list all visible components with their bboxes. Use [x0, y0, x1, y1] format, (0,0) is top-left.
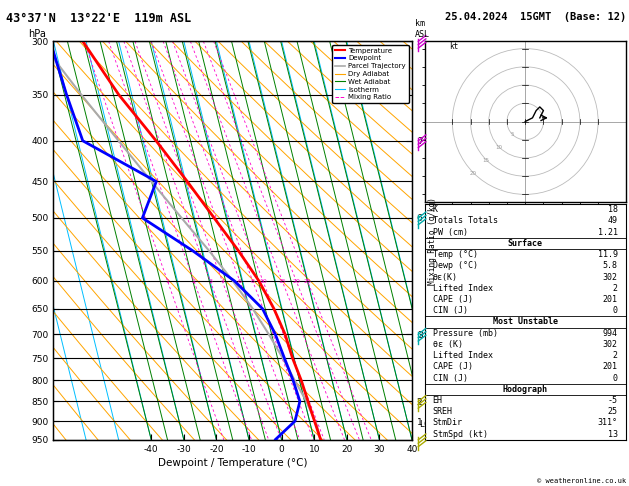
Text: StmSpd (kt): StmSpd (kt): [433, 430, 487, 439]
Text: Surface: Surface: [508, 239, 543, 248]
Text: 20: 20: [469, 172, 476, 176]
Text: 13: 13: [608, 430, 618, 439]
Text: 5: 5: [510, 132, 514, 137]
X-axis label: Dewpoint / Temperature (°C): Dewpoint / Temperature (°C): [158, 458, 308, 468]
Text: StmDir: StmDir: [433, 418, 462, 428]
Text: Dewp (°C): Dewp (°C): [433, 261, 477, 270]
Text: 49: 49: [608, 216, 618, 226]
Text: Lifted Index: Lifted Index: [433, 284, 493, 293]
Text: θε(K): θε(K): [433, 273, 458, 281]
Text: 2: 2: [613, 284, 618, 293]
Text: 5.8: 5.8: [603, 261, 618, 270]
Text: 0: 0: [613, 306, 618, 315]
Text: 994: 994: [603, 329, 618, 338]
Text: 1: 1: [165, 279, 169, 284]
Text: 18: 18: [608, 205, 618, 214]
Text: Mixing Ratio (g/kg): Mixing Ratio (g/kg): [428, 197, 437, 284]
Text: EH: EH: [433, 396, 443, 405]
Text: 43°37'N  13°22'E  119m ASL: 43°37'N 13°22'E 119m ASL: [6, 12, 192, 25]
Text: CAPE (J): CAPE (J): [433, 363, 472, 371]
Text: 201: 201: [603, 363, 618, 371]
Text: 302: 302: [603, 340, 618, 349]
Text: Totals Totals: Totals Totals: [433, 216, 498, 226]
Text: Hodograph: Hodograph: [503, 385, 548, 394]
Text: 20: 20: [292, 279, 300, 284]
Text: 25.04.2024  15GMT  (Base: 12): 25.04.2024 15GMT (Base: 12): [445, 12, 626, 22]
Text: km
ASL: km ASL: [415, 19, 430, 39]
Text: 2: 2: [613, 351, 618, 360]
Text: © weatheronline.co.uk: © weatheronline.co.uk: [537, 478, 626, 484]
Text: 201: 201: [603, 295, 618, 304]
Text: CIN (J): CIN (J): [433, 306, 467, 315]
Text: 302: 302: [603, 273, 618, 281]
Text: 11.9: 11.9: [598, 250, 618, 259]
Text: Temp (°C): Temp (°C): [433, 250, 477, 259]
Text: 6: 6: [238, 279, 242, 284]
Text: Pressure (mb): Pressure (mb): [433, 329, 498, 338]
Text: CIN (J): CIN (J): [433, 374, 467, 382]
Text: 25: 25: [303, 279, 311, 284]
Text: SREH: SREH: [433, 407, 453, 417]
Text: kt: kt: [448, 42, 458, 51]
Text: 1.21: 1.21: [598, 227, 618, 237]
Text: Lifted Index: Lifted Index: [433, 351, 493, 360]
Text: θε (K): θε (K): [433, 340, 462, 349]
Text: 2: 2: [192, 279, 196, 284]
Text: 3: 3: [208, 279, 212, 284]
Text: 311°: 311°: [598, 418, 618, 428]
Text: CAPE (J): CAPE (J): [433, 295, 472, 304]
Text: K: K: [433, 205, 438, 214]
Text: 10: 10: [259, 279, 267, 284]
Text: LCL: LCL: [419, 420, 434, 430]
Text: -5: -5: [608, 396, 618, 405]
Text: 4: 4: [220, 279, 224, 284]
Text: 8: 8: [251, 279, 255, 284]
Text: hPa: hPa: [28, 29, 47, 39]
Text: Most Unstable: Most Unstable: [493, 317, 558, 327]
Text: PW (cm): PW (cm): [433, 227, 467, 237]
Legend: Temperature, Dewpoint, Parcel Trajectory, Dry Adiabat, Wet Adiabat, Isotherm, Mi: Temperature, Dewpoint, Parcel Trajectory…: [332, 45, 408, 103]
Text: 25: 25: [608, 407, 618, 417]
Text: 0: 0: [613, 374, 618, 382]
Text: 10: 10: [496, 145, 503, 150]
Text: 15: 15: [278, 279, 286, 284]
Text: 15: 15: [482, 158, 489, 163]
